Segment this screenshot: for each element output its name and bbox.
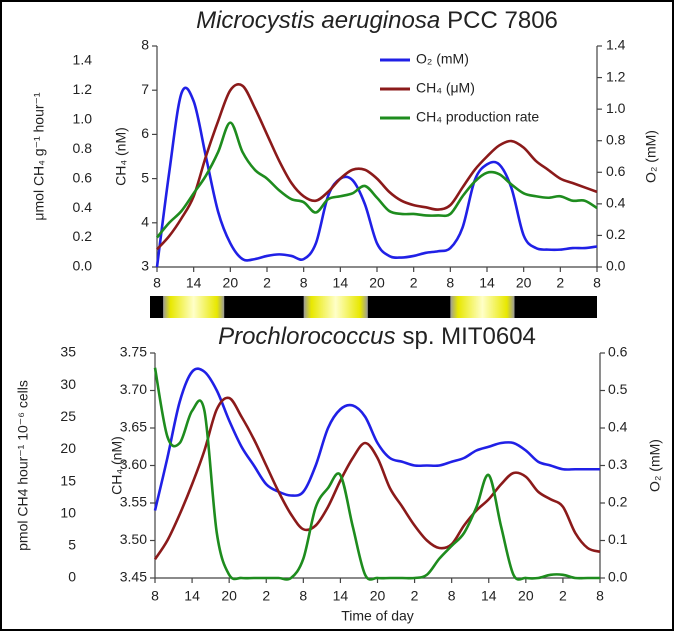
- y3-tick-label: 25: [60, 408, 76, 424]
- axis-label: CH₄ (nM): [109, 436, 125, 495]
- y-tick-label: 8: [141, 37, 149, 53]
- y2-tick-label: 0.1: [608, 531, 628, 547]
- y2-tick-label: 0.4: [606, 195, 626, 211]
- legend-label: O₂ (mM): [416, 51, 469, 67]
- x-tick-label: 8: [446, 275, 454, 291]
- x-tick-label: 8: [300, 275, 308, 291]
- y3-tick-label: 30: [60, 376, 76, 392]
- x-tick-label: 8: [593, 275, 601, 291]
- light-period: [303, 296, 368, 318]
- y-tick-label: 3.55: [120, 494, 147, 510]
- axis-label: μmol CH₄ g⁻¹ hour⁻¹: [31, 92, 47, 220]
- x-tick-label: 8: [299, 588, 307, 604]
- x-tick-label: 2: [556, 275, 564, 291]
- light-period: [163, 296, 225, 318]
- y2-tick-label: 0.2: [606, 226, 626, 242]
- x-tick-label: 2: [559, 588, 567, 604]
- y2-tick-label: 1.4: [606, 37, 626, 53]
- x-axis-label: Time of day: [341, 608, 414, 624]
- y3-tick-label: 20: [60, 440, 76, 456]
- x-tick-label: 14: [481, 588, 497, 604]
- y3-tick-label: 0.8: [73, 140, 93, 156]
- axis-label: O₂ (mM): [647, 439, 663, 492]
- x-tick-label: 20: [221, 588, 237, 604]
- series-line: [153, 367, 600, 511]
- chart-title: Microcystis aeruginosa PCC 7806: [196, 7, 558, 34]
- axis-label: CH₄ (nM): [113, 127, 129, 186]
- title-part: Microcystis aeruginosa: [196, 7, 440, 34]
- x-tick-label: 2: [262, 588, 270, 604]
- x-tick-label: 14: [479, 275, 495, 291]
- x-tick-label: 8: [153, 275, 161, 291]
- y2-tick-label: 0.6: [608, 344, 628, 360]
- x-tick-label: 8: [448, 588, 456, 604]
- y-tick-label: 4: [141, 214, 149, 230]
- y2-tick-label: 0.8: [606, 131, 626, 147]
- y-tick-label: 6: [141, 125, 149, 141]
- y2-tick-label: 0.5: [608, 381, 628, 397]
- legend-label: CH₄ (μM): [416, 80, 475, 96]
- y3-tick-label: 0.6: [73, 169, 93, 185]
- x-tick-label: 2: [263, 275, 271, 291]
- y2-tick-label: 1.2: [606, 68, 626, 84]
- y-tick-label: 3.70: [120, 381, 147, 397]
- x-tick-label: 8: [596, 588, 604, 604]
- y2-tick-label: 0.3: [608, 456, 628, 472]
- y3-tick-label: 0: [68, 569, 76, 585]
- y3-tick-label: 35: [60, 344, 76, 360]
- y3-tick-label: 1.2: [73, 81, 93, 97]
- y2-tick-label: 0.0: [608, 569, 628, 585]
- y2-tick-label: 1.0: [606, 100, 626, 116]
- y-tick-label: 5: [141, 169, 149, 185]
- series-line: [155, 121, 598, 239]
- series-line: [155, 86, 598, 268]
- light-period: [450, 296, 515, 318]
- x-tick-label: 14: [184, 588, 200, 604]
- y3-tick-label: 1.4: [73, 51, 93, 67]
- y2-tick-label: 0.6: [606, 163, 626, 179]
- x-tick-label: 20: [369, 275, 385, 291]
- y2-tick-label: 0.2: [608, 494, 628, 510]
- y-tick-label: 7: [141, 81, 149, 97]
- y-tick-label: 3.75: [120, 344, 147, 360]
- y2-tick-label: 0.4: [608, 419, 628, 435]
- y3-tick-label: 0.4: [73, 199, 93, 215]
- y-tick-label: 3.60: [120, 456, 147, 472]
- y-tick-label: 3.65: [120, 419, 147, 435]
- y-tick-label: 3: [141, 258, 149, 274]
- x-tick-label: 14: [333, 275, 349, 291]
- series-line: [156, 83, 598, 251]
- y-tick-label: 3.45: [120, 569, 147, 585]
- series-line: [153, 367, 600, 581]
- x-tick-label: 2: [411, 588, 419, 604]
- y3-tick-label: 15: [60, 472, 76, 488]
- title-part: sp. MIT0604: [403, 323, 536, 350]
- legend-label: CH₄ production rate: [416, 109, 539, 125]
- x-tick-label: 14: [333, 588, 349, 604]
- y2-tick-label: 0.0: [606, 258, 626, 274]
- x-tick-label: 14: [186, 275, 202, 291]
- title-part: Prochlorococcus: [218, 323, 395, 350]
- x-tick-label: 8: [151, 588, 159, 604]
- y3-tick-label: 5: [68, 537, 76, 553]
- x-tick-label: 20: [370, 588, 386, 604]
- x-tick-label: 20: [223, 275, 239, 291]
- axis-label: pmol CH4 hour⁻¹ 10⁻⁶ cells: [15, 380, 31, 551]
- axis-label: O₂ (mM): [643, 130, 659, 183]
- title-part: PCC 7806: [447, 7, 558, 34]
- x-tick-label: 20: [516, 275, 532, 291]
- series-line: [153, 396, 601, 560]
- y-tick-label: 3.50: [120, 531, 147, 547]
- chart-title: Prochlorococcus sp. MIT0604: [218, 323, 536, 350]
- y3-tick-label: 0.2: [73, 228, 93, 244]
- y3-tick-label: 0.0: [73, 258, 93, 274]
- x-tick-label: 20: [518, 588, 534, 604]
- y3-tick-label: 1.0: [73, 110, 93, 126]
- y3-tick-label: 10: [60, 504, 76, 520]
- x-tick-label: 2: [410, 275, 418, 291]
